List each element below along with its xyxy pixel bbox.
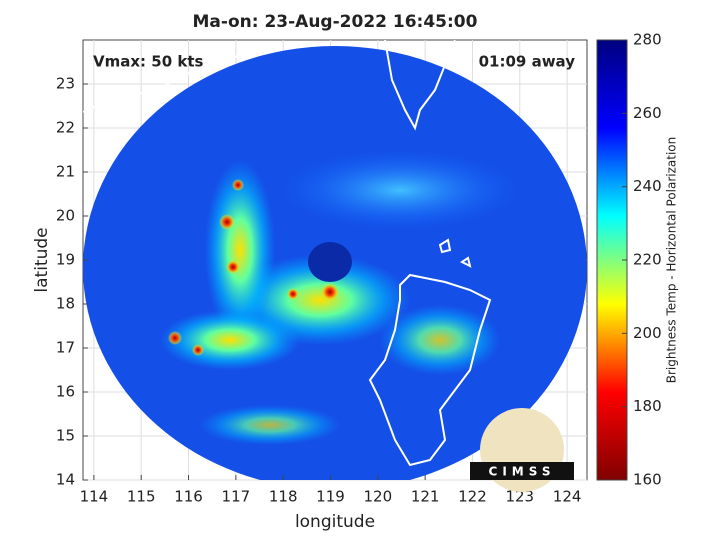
chart-title: Ma-on: 23-Aug-2022 16:45:00	[193, 12, 478, 32]
x-tick-label: 118	[269, 488, 298, 506]
convection	[219, 214, 235, 230]
y-tick-label: 23	[56, 75, 75, 93]
convection	[168, 331, 182, 345]
convection	[287, 288, 299, 300]
y-tick-label: 15	[56, 427, 75, 445]
logo-text: CIMSS	[489, 465, 556, 479]
annotation: 01:09 away	[479, 53, 576, 71]
colorbar-tick-label: 240	[633, 177, 662, 195]
y-tick-label: 17	[56, 339, 75, 357]
y-tick-label: 22	[56, 119, 75, 137]
x-tick-label: 121	[411, 488, 440, 506]
x-tick-label: 115	[127, 488, 156, 506]
y-tick-label: 20	[56, 207, 75, 225]
colorbar-tick-label: 200	[633, 324, 662, 342]
rainband	[200, 405, 340, 445]
y-tick-label: 21	[56, 163, 75, 181]
colorbar-label: Brightness Temp - Horizontal Polarizatio…	[665, 137, 679, 384]
y-tick-label: 14	[56, 471, 75, 489]
x-axis-label: longitude	[295, 512, 375, 532]
x-tick-label: 117	[222, 488, 251, 506]
colorbar-tick-label: 160	[633, 471, 662, 489]
rainband	[205, 160, 275, 340]
x-tick-label: 119	[316, 488, 345, 506]
x-tick-label: 124	[553, 488, 582, 506]
x-tick-label: 120	[364, 488, 393, 506]
logo: CIMSS	[470, 408, 574, 492]
x-tick-label: 116	[174, 488, 203, 506]
x-tick-label: 114	[80, 488, 109, 506]
swath-image	[83, 40, 587, 480]
x-tick-label: 122	[458, 488, 487, 506]
rainband	[280, 150, 520, 230]
colorbar-tick-label: 180	[633, 397, 662, 415]
rainband	[380, 305, 500, 375]
eye	[308, 242, 352, 282]
convection	[232, 179, 244, 191]
y-axis-label: latitude	[32, 227, 52, 292]
colorbar-tick-label: 220	[633, 251, 662, 269]
y-tick-label: 19	[56, 251, 75, 269]
colorbar-tick-label: 260	[633, 104, 662, 122]
annotation: Vmax: 50 kts	[93, 53, 203, 71]
convection	[192, 344, 204, 356]
x-tick-label: 123	[505, 488, 534, 506]
convection	[321, 283, 339, 301]
y-tick-label: 16	[56, 383, 75, 401]
convection	[226, 260, 240, 274]
y-tick-label: 18	[56, 295, 75, 313]
logo-bar	[470, 462, 574, 480]
colorbar-tick-label: 280	[633, 31, 662, 49]
coastline	[83, 40, 492, 467]
